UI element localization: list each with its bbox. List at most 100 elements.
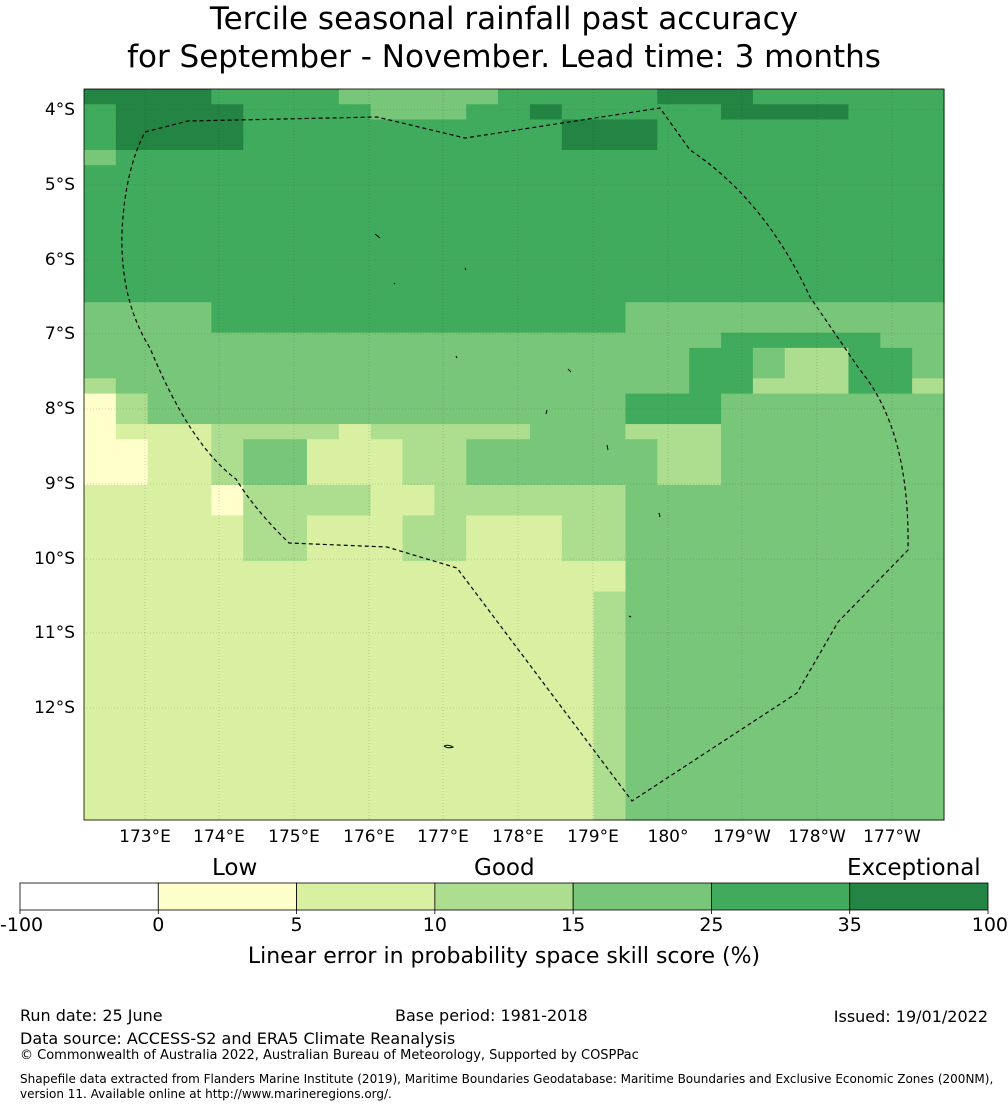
skill-cell — [721, 439, 945, 456]
skill-cell — [243, 469, 308, 486]
skill-cell — [657, 439, 722, 456]
colorbar-tick-label: 35 — [837, 914, 862, 936]
skill-cell — [625, 393, 722, 410]
skill-cell — [625, 317, 945, 334]
skill-cell — [625, 774, 945, 791]
skill-cell — [625, 545, 945, 562]
longitude-label: 178°W — [788, 827, 846, 847]
skill-cell — [593, 789, 627, 806]
skill-cell — [625, 484, 945, 501]
colorbar-bin — [572, 882, 712, 911]
skill-cell — [593, 637, 627, 654]
skill-cell — [848, 104, 945, 121]
colorbar-tick-label: 0 — [152, 914, 165, 936]
colorbar-tick-label: 100 — [971, 914, 1008, 936]
longitude-label: 177°E — [417, 827, 469, 847]
skill-cell — [657, 469, 722, 486]
skill-cell — [912, 363, 945, 379]
latitude-label: 6°S — [44, 250, 75, 270]
skill-cell — [115, 134, 244, 151]
skill-cell — [84, 682, 595, 699]
island — [464, 267, 467, 271]
run-date: Run date: 25 June — [20, 1006, 163, 1025]
skill-cell — [466, 454, 658, 471]
skill-cell — [593, 606, 627, 623]
colorbar-bin — [849, 882, 989, 911]
skill-cell — [434, 500, 627, 517]
skill-cell — [752, 363, 786, 379]
skill-cell — [84, 759, 595, 775]
skill-cell — [84, 469, 149, 486]
skill-cell — [625, 682, 945, 699]
latitude-label: 7°S — [44, 324, 75, 344]
skill-cell — [625, 743, 945, 760]
skill-cell — [529, 424, 627, 440]
eez-boundary — [121, 107, 909, 802]
skill-cell — [243, 134, 563, 151]
skill-cell — [84, 119, 117, 136]
skill-cell — [625, 637, 945, 654]
skill-cell — [912, 378, 945, 395]
skill-cell — [721, 454, 945, 471]
skill-cell — [784, 363, 850, 379]
skill-cell — [625, 576, 945, 593]
skill-cell — [84, 195, 945, 212]
skill-cell — [243, 104, 372, 121]
island — [567, 368, 572, 373]
skill-cell — [593, 622, 627, 638]
skill-cell — [84, 210, 945, 227]
skill-cell — [848, 347, 913, 364]
skill-cell — [84, 591, 595, 608]
skill-cell — [466, 545, 563, 562]
skill-cell — [593, 759, 627, 775]
skill-cell — [848, 378, 913, 395]
skill-cell — [370, 424, 531, 440]
skill-cell — [721, 408, 945, 425]
skill-cell — [84, 363, 690, 379]
skill-cell — [370, 500, 435, 517]
skill-cell — [84, 165, 945, 181]
skill-cell — [306, 515, 404, 532]
skill-cell — [402, 545, 467, 562]
skill-cell — [657, 134, 945, 151]
skill-cell — [625, 500, 945, 517]
latitude-label: 4°S — [44, 100, 75, 120]
skill-cell — [84, 317, 213, 334]
skill-cell — [561, 119, 658, 136]
skill-cell — [211, 454, 244, 471]
skill-cell — [466, 530, 563, 547]
skill-cell — [243, 484, 372, 501]
skill-cell — [147, 454, 212, 471]
skill-cell — [211, 500, 244, 517]
latitude-label: 9°S — [44, 474, 75, 494]
skill-cell — [625, 515, 945, 532]
skill-grid — [84, 89, 945, 821]
skill-cell — [115, 119, 244, 136]
skill-cell — [84, 286, 945, 303]
skill-cell — [243, 500, 372, 517]
latitude-label: 11°S — [34, 623, 75, 643]
latitude-label: 5°S — [44, 175, 75, 195]
colorbar-title: Linear error in probability space skill … — [247, 944, 761, 969]
skill-cell — [402, 469, 467, 486]
longitude-label: 173°E — [119, 827, 171, 847]
skill-cell — [84, 332, 722, 349]
skill-cell — [84, 378, 117, 395]
skill-cell — [243, 530, 308, 547]
longitude-label: 180° — [647, 827, 689, 847]
map-frame — [83, 88, 945, 821]
skill-cell — [784, 347, 850, 364]
skill-cell — [561, 515, 627, 532]
skill-cell — [84, 637, 595, 654]
skill-cell — [625, 804, 945, 821]
skill-cell — [498, 89, 658, 105]
longitude-label: 177°W — [863, 827, 921, 847]
skill-cell — [84, 576, 627, 593]
skill-cell — [625, 622, 945, 638]
skill-cell — [689, 347, 754, 364]
skill-cell — [211, 469, 244, 486]
skill-cell — [561, 545, 627, 562]
skill-cell — [593, 728, 627, 745]
skill-cell — [84, 256, 945, 273]
